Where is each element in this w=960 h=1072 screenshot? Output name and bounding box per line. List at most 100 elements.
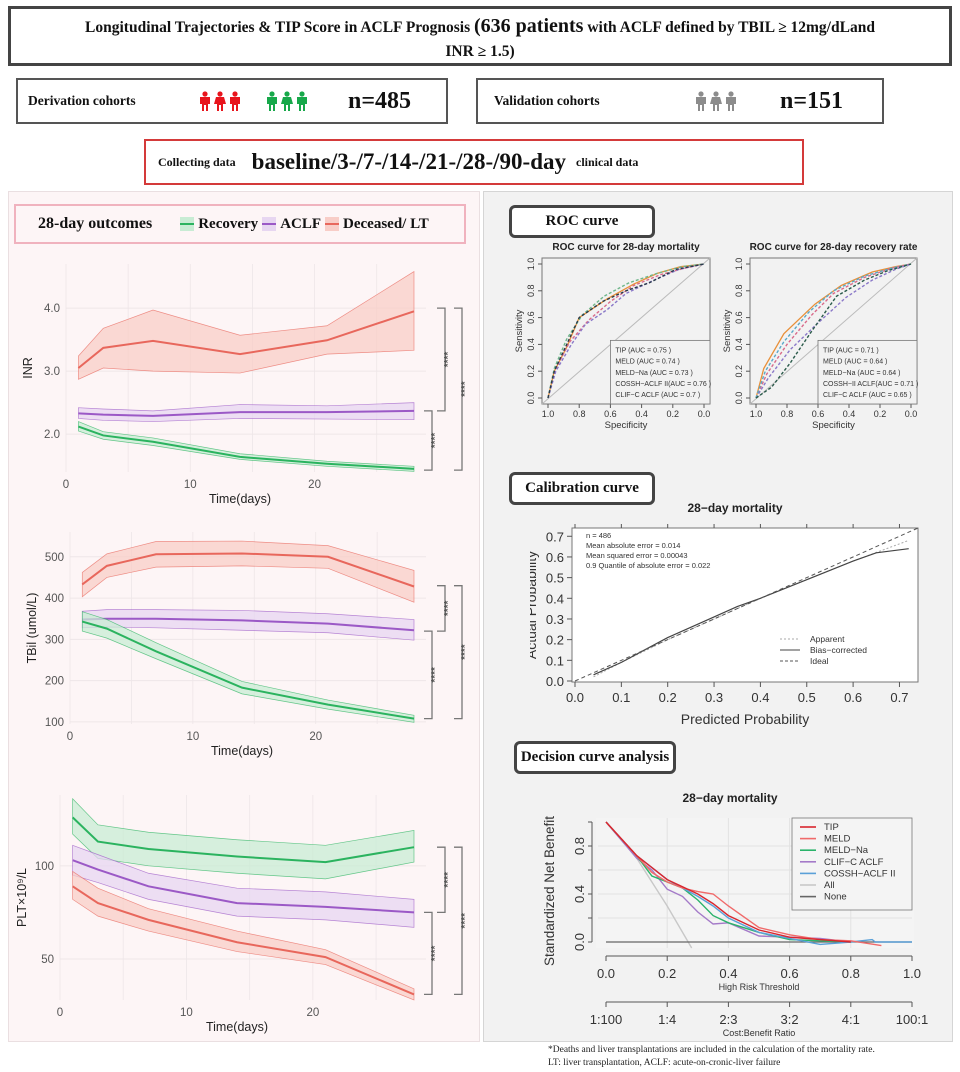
legend-entry: CLIF−C ACLF: [824, 857, 884, 868]
x-axis-label: Specificity: [605, 420, 648, 431]
y-axis-label: TBil (umol/L): [25, 593, 39, 664]
roc-curve-clif-c-aclf: [547, 263, 705, 399]
significance-bracket: [437, 307, 446, 412]
x-tick-label: 0: [63, 479, 69, 491]
y-tick-label: 0.4: [734, 338, 744, 351]
legend-entry: CLIF−C ACLF (AUC = 0.7 ): [615, 392, 700, 399]
y-tick-label: 1.0: [734, 258, 744, 271]
mean-line-recovery: [78, 425, 415, 470]
confidence-band-recovery: [78, 421, 415, 472]
y-tick-label: 2.0: [44, 429, 60, 441]
x-tick-label: 0.0: [905, 409, 918, 419]
title-patient-count: (636 patients: [474, 15, 584, 37]
calibration-bias-corrected: [593, 548, 909, 676]
y-tick-label: 0.8: [526, 285, 536, 298]
y-tick-label: 500: [45, 552, 64, 564]
female-icon: [214, 91, 226, 111]
x-tick-label: 20: [306, 1007, 319, 1019]
x-tick-label: 0.6: [812, 409, 825, 419]
significance-label: ****: [430, 667, 441, 683]
x2-tick-label: 1:100: [590, 1012, 623, 1027]
mean-line-deceased-lt: [77, 310, 415, 369]
legend-entry: MELD (AUC = 0.64 ): [823, 359, 887, 366]
validation-cohort-box: Validation cohorts n=151: [476, 78, 884, 124]
female-icon: [710, 91, 722, 111]
legend-box: [610, 339, 711, 405]
significance-label: ****: [443, 352, 454, 368]
mean-line-aclf: [78, 409, 415, 417]
significance-bracket: [424, 630, 433, 720]
y-tick-label: 0.5: [546, 571, 564, 586]
y-tick-label: 1.0: [526, 258, 536, 271]
significance-label: ****: [443, 601, 454, 617]
legend-entry: MELD: [824, 834, 851, 845]
male-icon: [696, 91, 706, 111]
legend-label: Recovery: [198, 215, 259, 232]
y-tick-label: 0.0: [526, 392, 536, 405]
title-line2: INR ≥ 1.5): [445, 43, 515, 60]
y-axis-label: Standardized Net Benefit: [542, 816, 557, 966]
x-tick-label: 0.7: [890, 690, 908, 705]
y-axis-label: Sensitivity: [722, 309, 733, 352]
x-tick-label: 0.8: [781, 409, 794, 419]
confidence-band-deceased-lt: [81, 540, 415, 603]
decision-curve-chart: 28−day mortality 0.0 0.4 0.8 Standardized Ne…: [542, 791, 928, 1038]
chart-title: 28−day mortality: [687, 501, 782, 515]
derivation-label: Derivation cohorts: [28, 93, 136, 108]
derivation-cohort-box: Derivation cohorts n=485: [16, 78, 448, 124]
x-axis-label: Specificity: [812, 420, 855, 431]
reference-diagonal: [541, 257, 711, 405]
collecting-timepoints: baseline/3-/7-/14-/21-/28-/90-day: [251, 149, 566, 174]
annotation-text: n = 486: [586, 531, 611, 540]
legend-entry: All: [824, 880, 835, 891]
x-tick-label: 0.4: [719, 966, 737, 981]
dca-curve-tip: [605, 821, 851, 943]
x-axis-label: Time(days): [211, 744, 273, 758]
significance-bracket: [454, 585, 463, 720]
x-tick-label: 0.2: [658, 966, 676, 981]
significance-label: ****: [460, 644, 471, 660]
y-axis-label: Sensitivity: [514, 309, 525, 352]
x-axis-label: Predicted Probability: [681, 711, 809, 727]
mean-line-deceased-lt: [72, 885, 415, 996]
validation-n: n=151: [780, 87, 844, 114]
y-tick-label: 300: [45, 634, 64, 646]
y-axis-label: PLT×10⁹/L: [15, 868, 29, 927]
y-tick-label: 0.8: [734, 285, 744, 298]
significance-bracket: [437, 585, 446, 632]
x-tick-label: 0.0: [698, 409, 711, 419]
x-tick-label: 0.4: [843, 409, 856, 419]
mean-line-aclf: [72, 859, 415, 914]
footnote-mortality: *Deaths and liver transplantations are i…: [548, 1045, 875, 1055]
y-tick-label: 0.4: [546, 591, 564, 606]
x-tick-label: 0: [57, 1007, 63, 1019]
legend-swatch: [180, 217, 195, 231]
x-tick-label: 0.2: [667, 409, 680, 419]
footnote-abbreviations: LT: liver transplantation, ACLF: acute-o…: [548, 1058, 781, 1068]
y-axis-label: Actual Probability: [530, 551, 539, 659]
page-title: Longitudinal Trajectories & TIP Score in…: [8, 6, 952, 66]
legend-entry: None: [824, 892, 847, 903]
legend-entry: COSSH−ACLF II: [824, 868, 896, 879]
x-tick-label: 1.0: [903, 966, 921, 981]
x-tick-label: 0.2: [659, 690, 677, 705]
legend-entry: MELD−Na (AUC = 0.64 ): [823, 370, 900, 377]
significance-label: ****: [430, 946, 441, 962]
x-tick-label: 0.4: [635, 409, 648, 419]
y-tick-label: 0.6: [734, 311, 744, 324]
legend-swatch: [325, 217, 340, 231]
outcomes-legend-title: 28-day outcomes: [38, 215, 153, 232]
roc-curve-meld-na: [755, 263, 912, 399]
legend-entry: TIP (AUC = 0.71 ): [823, 347, 879, 354]
mean-line-recovery: [71, 816, 415, 864]
roc-section-label: ROC curve: [509, 205, 655, 238]
y-tick-label: 200: [45, 676, 64, 688]
y-tick-label: 0.2: [526, 365, 536, 378]
x-axis-label: Time(days): [206, 1020, 268, 1034]
legend-entry: Bias−corrected: [810, 645, 867, 655]
x-tick-label: 10: [186, 731, 199, 743]
dca-section-label: Decision curve analysis: [514, 741, 676, 774]
male-icon: [200, 91, 210, 111]
annotation-text: Mean absolute error = 0.014: [586, 541, 680, 550]
significance-bracket: [454, 846, 463, 996]
